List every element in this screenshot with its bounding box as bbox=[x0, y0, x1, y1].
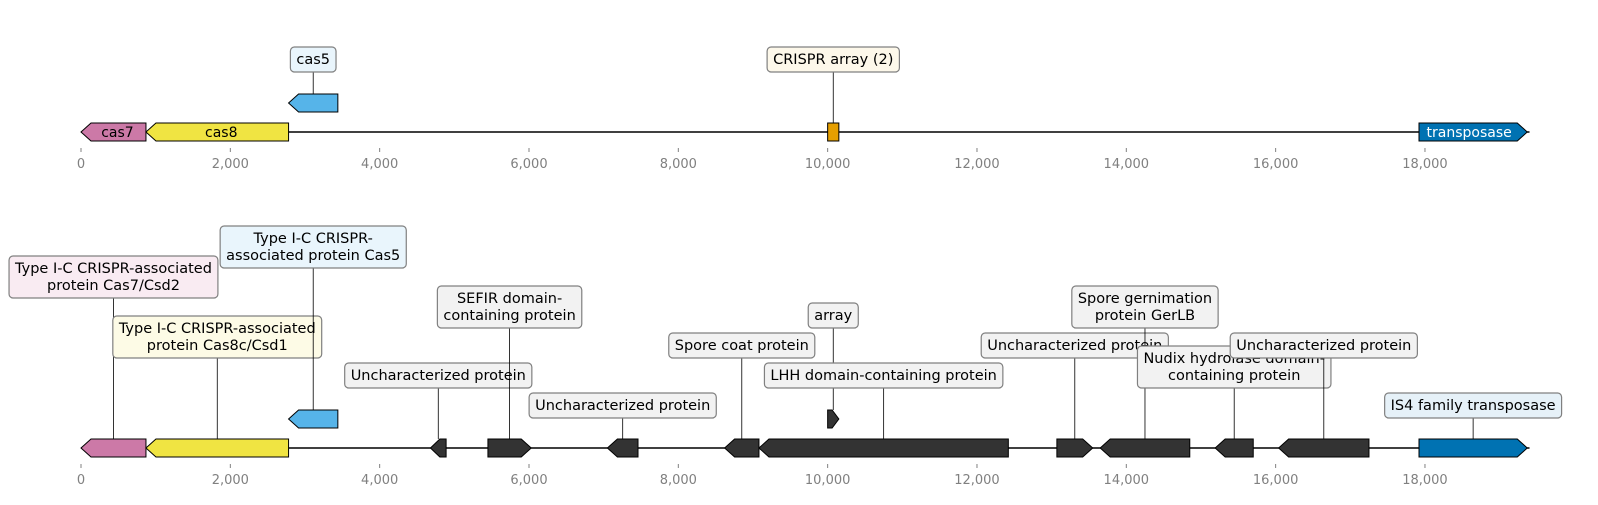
gene-arrow-g8 bbox=[1214, 438, 1254, 458]
gene-arrow-crispr bbox=[827, 122, 840, 142]
annotation-text-cas5: Type I-C CRISPR- bbox=[253, 231, 373, 247]
annotation-text-g1: Uncharacterized protein bbox=[351, 368, 526, 384]
gene-g1: Uncharacterized protein bbox=[344, 362, 533, 458]
gene-arrow-cas5 bbox=[287, 409, 339, 429]
gene-arrow-g1 bbox=[429, 438, 447, 458]
annotation-box-cas5 bbox=[289, 46, 337, 73]
annotation-text-g2: SEFIR domain- bbox=[457, 291, 562, 307]
tick-label: 6,000 bbox=[510, 157, 547, 172]
annotation-box-cas8 bbox=[112, 315, 323, 359]
gene-cas7: cas7 bbox=[80, 122, 147, 142]
gene-arrow-cas5 bbox=[287, 93, 339, 113]
gene-cas8: cas8 bbox=[145, 122, 290, 142]
gene-label-cas7: cas7 bbox=[101, 125, 133, 141]
gene-arrow-g6 bbox=[1056, 438, 1094, 458]
gene-arrow-array bbox=[827, 409, 840, 429]
tick-label: 0 bbox=[77, 157, 85, 172]
gene-arrow-g4 bbox=[723, 438, 760, 458]
annotation-box-g2 bbox=[436, 285, 583, 329]
tick-label: 4,000 bbox=[361, 473, 398, 488]
annotation-box-g9 bbox=[1229, 332, 1418, 359]
track-summary: 0 2,000 4,000 6,000 8,000 10,000 12,000 14,000 1… bbox=[77, 46, 1530, 172]
annotation-box-array bbox=[807, 302, 859, 329]
annotation-text-crispr: CRISPR array (2) bbox=[773, 52, 893, 68]
annotation-box-transposase bbox=[1384, 392, 1563, 419]
gene-arrow-cas7 bbox=[80, 122, 147, 142]
annotation-text-array: array bbox=[814, 308, 852, 324]
annotation-box-g4 bbox=[668, 332, 816, 359]
tick-label: 16,000 bbox=[1253, 157, 1299, 172]
annotation-text-cas7: Type I-C CRISPR-associated bbox=[14, 261, 212, 277]
gene-array: array bbox=[807, 302, 859, 429]
gene-transposase: IS4 family transposase bbox=[1384, 392, 1563, 458]
track-detail: 0 2,000 4,000 6,000 8,000 10,000 12,000 14,000 1… bbox=[8, 225, 1563, 488]
gene-arrow-g5 bbox=[758, 438, 1009, 458]
tick-label: 18,000 bbox=[1402, 157, 1448, 172]
gene-arrow-g2 bbox=[487, 438, 532, 458]
gene-arrow-cas8 bbox=[145, 438, 290, 458]
gene-g2: SEFIR domain-containing protein bbox=[436, 285, 583, 458]
annotation-box-g5 bbox=[763, 362, 1004, 389]
tick-label: 0 bbox=[77, 473, 85, 488]
annotation-text-g3: Uncharacterized protein bbox=[535, 398, 710, 414]
tick-label: 16,000 bbox=[1253, 473, 1299, 488]
annotation-text-g2: containing protein bbox=[443, 308, 575, 324]
tick-label: 4,000 bbox=[361, 157, 398, 172]
gene-arrow-cas7 bbox=[80, 438, 147, 458]
annotation-text-g5: LHH domain-containing protein bbox=[770, 368, 996, 384]
gene-transposase: transposase bbox=[1418, 122, 1529, 142]
annotation-box-crispr bbox=[766, 46, 900, 73]
gene-g5: LHH domain-containing protein bbox=[758, 362, 1009, 458]
gene-arrow-transposase bbox=[1418, 438, 1529, 458]
annotation-text-g4: Spore coat protein bbox=[675, 338, 809, 354]
annotation-text-cas7: protein Cas7/Csd2 bbox=[47, 278, 180, 294]
gene-cas5: cas5 bbox=[287, 46, 339, 113]
tick-label: 14,000 bbox=[1104, 157, 1150, 172]
gene-g9: Uncharacterized protein bbox=[1229, 332, 1418, 458]
annotation-text-cas5: cas5 bbox=[296, 52, 330, 68]
gene-arrow-cas8 bbox=[145, 122, 290, 142]
tick-label: 8,000 bbox=[660, 157, 697, 172]
annotation-text-g8: containing protein bbox=[1168, 368, 1300, 384]
tick-label: 10,000 bbox=[805, 157, 851, 172]
gene-g4: Spore coat protein bbox=[668, 332, 816, 458]
gene-label-cas8: cas8 bbox=[205, 125, 237, 141]
tick-label: 2,000 bbox=[212, 473, 249, 488]
annotation-box-g7 bbox=[1071, 285, 1219, 329]
annotation-text-g9: Uncharacterized protein bbox=[1236, 338, 1411, 354]
annotation-text-cas5: associated protein Cas5 bbox=[226, 248, 400, 264]
annotation-text-g7: protein GerLB bbox=[1095, 308, 1195, 324]
annotation-box-cas7 bbox=[8, 255, 219, 299]
tick-label: 14,000 bbox=[1104, 473, 1150, 488]
tick-label: 18,000 bbox=[1402, 473, 1448, 488]
gene-crispr: CRISPR array (2) bbox=[766, 46, 900, 142]
gene-arrow-g3 bbox=[606, 438, 639, 458]
annotation-text-g7: Spore gernimation bbox=[1078, 291, 1212, 307]
gene-g3: Uncharacterized protein bbox=[528, 392, 717, 458]
gene-arrow-transposase bbox=[1418, 122, 1529, 142]
gene-arrow-g7 bbox=[1099, 438, 1191, 458]
tick-label: 8,000 bbox=[660, 473, 697, 488]
annotation-text-transposase: IS4 family transposase bbox=[1391, 398, 1556, 414]
gene-label-transposase: transposase bbox=[1427, 125, 1512, 141]
annotation-box-g1 bbox=[344, 362, 533, 389]
tick-label: 2,000 bbox=[212, 157, 249, 172]
tick-label: 10,000 bbox=[805, 473, 851, 488]
gene-cas5: Type I-C CRISPR-associated protein Cas5 bbox=[219, 225, 407, 429]
gene-arrow-g9 bbox=[1277, 438, 1370, 458]
tick-label: 12,000 bbox=[954, 157, 1000, 172]
annotation-box-g3 bbox=[528, 392, 717, 419]
tick-label: 12,000 bbox=[954, 473, 1000, 488]
annotation-box-cas5 bbox=[219, 225, 407, 269]
annotation-text-cas8: Type I-C CRISPR-associated bbox=[118, 321, 316, 337]
annotation-text-g6: Uncharacterized protein bbox=[987, 338, 1162, 354]
gene-g6: Uncharacterized protein bbox=[980, 332, 1169, 458]
annotation-text-cas8: protein Cas8c/Csd1 bbox=[147, 338, 288, 354]
tick-label: 6,000 bbox=[510, 473, 547, 488]
